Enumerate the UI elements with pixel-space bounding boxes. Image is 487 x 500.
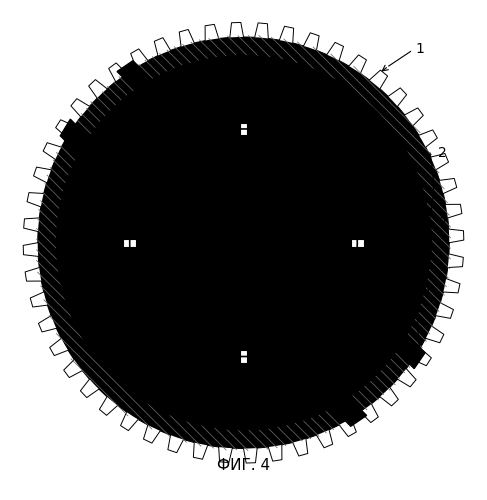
Bar [240, 350, 247, 363]
Text: 15: 15 [134, 227, 152, 241]
Circle shape [161, 160, 326, 325]
Text: 2: 2 [438, 146, 447, 160]
Polygon shape [23, 22, 464, 463]
Polygon shape [117, 60, 425, 368]
Text: 12: 12 [285, 204, 302, 218]
Circle shape [77, 76, 410, 409]
Bar [351, 239, 364, 246]
Text: 15: 15 [251, 152, 268, 166]
Text: 15: 15 [311, 227, 329, 241]
Text: 15: 15 [251, 326, 268, 340]
Circle shape [37, 37, 450, 449]
Bar [240, 122, 247, 135]
Bar [123, 239, 136, 246]
Text: 3: 3 [438, 212, 447, 226]
Circle shape [57, 56, 430, 429]
Polygon shape [60, 119, 367, 426]
Circle shape [76, 76, 411, 410]
Text: 1: 1 [416, 42, 425, 56]
Text: ФИГ. 4: ФИГ. 4 [217, 458, 270, 473]
Circle shape [130, 129, 357, 356]
